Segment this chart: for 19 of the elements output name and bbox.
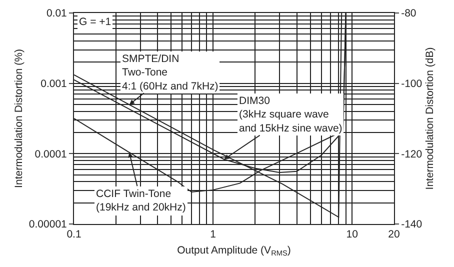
y2-tick-label: -100 (401, 78, 422, 90)
y-axis-title: Intermodulation Distortion (%) (12, 49, 25, 188)
x-axis-title: Output Amplitude (V$_{RMS}$) (177, 244, 291, 258)
y-tick-label: 0.01 (46, 8, 68, 20)
y2-tick-label: -120 (401, 148, 422, 160)
x-tick-label: 10 (346, 228, 358, 241)
y2-tick-label: -80 (401, 8, 416, 20)
y-tick-label: 0.001 (40, 78, 68, 90)
y-tick-label: 0.0001 (34, 148, 68, 160)
y2-tick-label: -140 (401, 218, 422, 231)
annotation: G = +1 (79, 16, 112, 28)
x-tick-label: 20 (388, 228, 400, 241)
x-tick-label: 1 (210, 228, 216, 241)
y2-axis-title: Intermodulation Distortion (dB) (424, 47, 436, 190)
series-label: SMPTE/DIN Two-Tone 4:1 (60Hz and 7kHz) (122, 53, 218, 92)
series-label: DIM30 (3kHz square wave and 15kHz sine wave) (239, 95, 342, 134)
series-label: CCIF Twin-Tone (19kHz and 20kHz) (96, 188, 186, 214)
y-tick-label: 0.00001 (28, 218, 68, 231)
x-tick-label: 0.1 (66, 228, 82, 241)
